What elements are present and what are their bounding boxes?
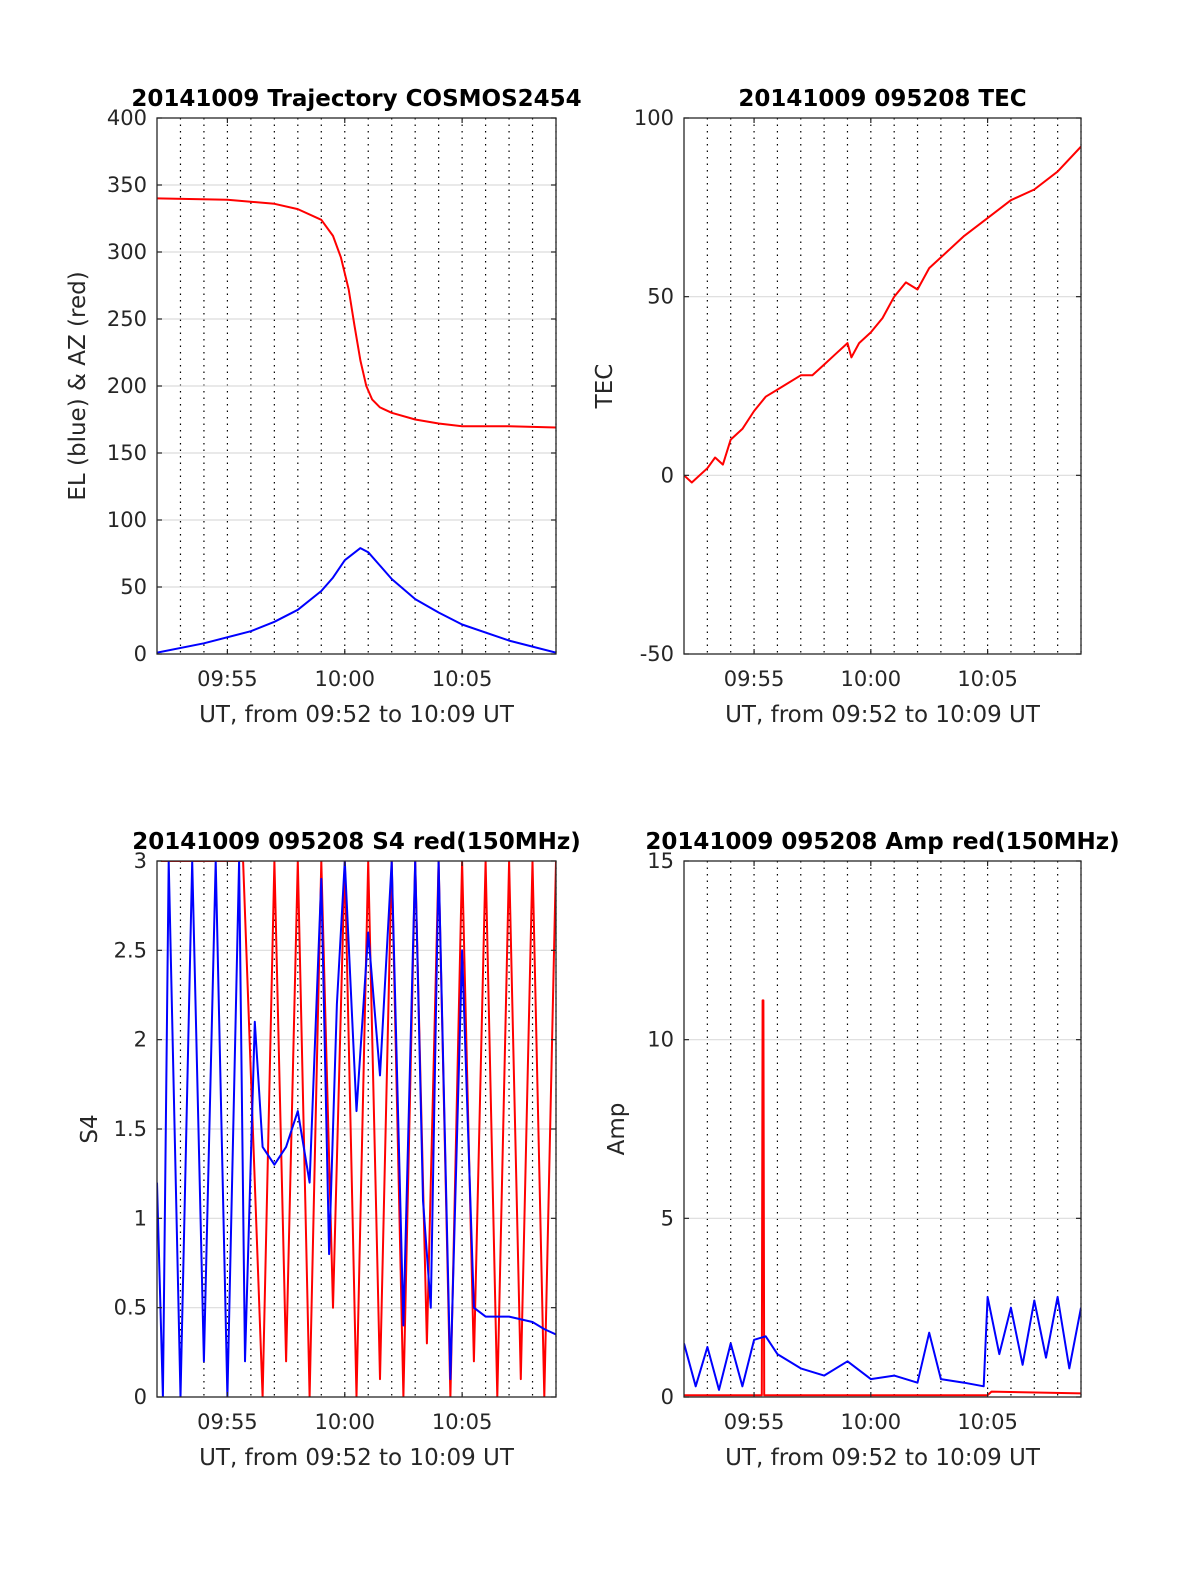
y-tick-label: 2: [134, 1028, 147, 1052]
chart-title: 20141009 095208 S4 red(150MHz): [132, 829, 581, 855]
y-tick-label: 10: [647, 1028, 674, 1052]
x-tick-label: 10:05: [957, 667, 1018, 691]
y-tick-label: 15: [647, 849, 674, 873]
y-tick-label: 100: [634, 106, 674, 130]
x-tick-label: 10:00: [314, 667, 375, 691]
series-line-1: [684, 999, 1081, 1397]
plot-area: [684, 118, 1081, 654]
y-axis-label: TEC: [592, 364, 618, 410]
y-tick-label: 400: [107, 106, 147, 130]
series-line-2: [684, 1295, 1081, 1391]
axes-box: [683, 117, 1082, 655]
x-axis-label: UT, from 09:52 to 10:09 UT: [199, 1445, 515, 1471]
x-axis-label: UT, from 09:52 to 10:09 UT: [199, 702, 515, 728]
x-tick-label: 10:00: [314, 1410, 375, 1434]
x-tick-label: 10:05: [432, 667, 493, 691]
series-line-1: [684, 145, 1081, 484]
x-axis-label: UT, from 09:52 to 10:09 UT: [725, 702, 1041, 728]
panel-amp: 0 5 10 15 09:55 10:00 10:05 20141009 095208 Amp…: [604, 829, 1120, 1471]
y-tick-label: 100: [107, 508, 147, 532]
y-tick-label: 1: [134, 1206, 147, 1230]
x-axis-label: UT, from 09:52 to 10:09 UT: [725, 1445, 1041, 1471]
y-tick-label: 0: [134, 1385, 147, 1409]
y-tick-label: 1.5: [114, 1117, 147, 1141]
x-tick-label: 09:55: [724, 1410, 785, 1434]
y-tick-label: 0: [661, 1385, 674, 1409]
y-tick-label: 350: [107, 173, 147, 197]
y-tick-label: 50: [647, 285, 674, 309]
y-axis-label: EL (blue) & AZ (red): [65, 271, 91, 500]
x-tick-label: 09:55: [197, 667, 258, 691]
x-tick-label: 10:00: [841, 1410, 902, 1434]
panel-s4: 0 0.5 1 1.5 2 2.5 3 09:55 10:00 10:05 20141009 095…: [77, 829, 581, 1471]
y-tick-label: 0.5: [114, 1296, 147, 1320]
y-tick-label: 50: [120, 575, 147, 599]
panel-tec: -50 0 50 100 09:55 10:00 10:05 20141009 095208 …: [592, 86, 1082, 728]
y-tick-label: 5: [661, 1206, 674, 1230]
x-tick-label: 10:05: [432, 1410, 493, 1434]
y-tick-label: 250: [107, 307, 147, 331]
series-line-2: [157, 547, 556, 654]
y-axis-label: Amp: [604, 1103, 630, 1156]
axes-box: [683, 860, 1082, 1398]
chart-title: 20141009 095208 Amp red(150MHz): [645, 829, 1119, 855]
series-line-2: [157, 861, 556, 1397]
x-tick-label: 10:05: [957, 1410, 1018, 1434]
x-tick-label: 09:55: [197, 1410, 258, 1434]
y-tick-label: 300: [107, 240, 147, 264]
y-tick-label: -50: [640, 642, 674, 666]
series-line-1: [157, 197, 556, 429]
chart-title: 20141009 Trajectory COSMOS2454: [131, 86, 581, 112]
y-tick-label: 0: [661, 463, 674, 487]
panel-traj: 0 50 100 150 200 250 300 350 400 09:55 10:00 10:05 2…: [65, 86, 582, 728]
y-tick-label: 200: [107, 374, 147, 398]
x-tick-label: 09:55: [724, 667, 785, 691]
chart-title: 20141009 095208 TEC: [738, 86, 1026, 112]
y-axis-label: S4: [77, 1114, 103, 1143]
series-line-1: [160, 861, 556, 1397]
y-tick-label: 0: [134, 642, 147, 666]
x-tick-label: 10:00: [841, 667, 902, 691]
y-tick-label: 2.5: [114, 938, 147, 962]
y-tick-label: 150: [107, 441, 147, 465]
plot-area: [684, 861, 1081, 1397]
y-tick-label: 3: [134, 849, 147, 873]
